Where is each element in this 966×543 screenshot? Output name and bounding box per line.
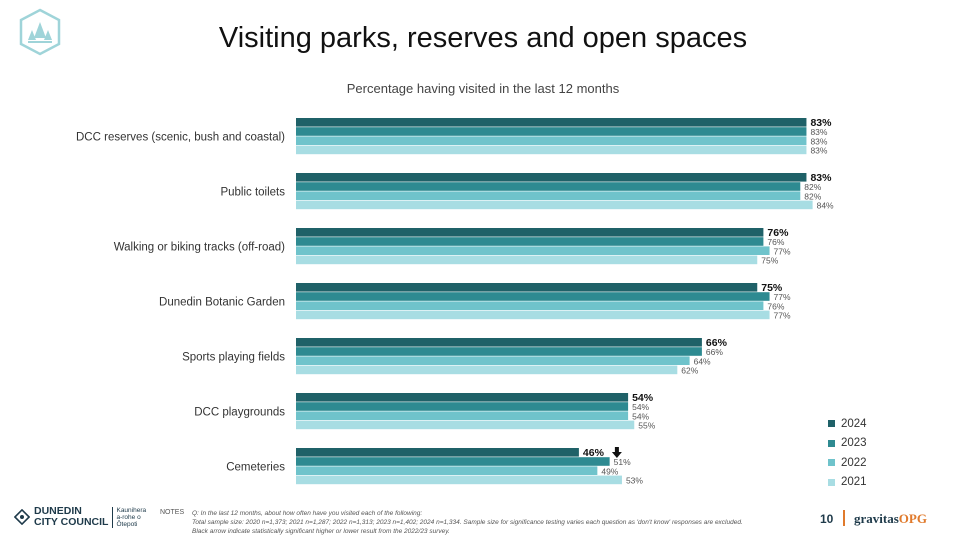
- gravitas-logo: gravitasOPG: [854, 511, 927, 527]
- legend-item-2024: 2024: [828, 414, 867, 434]
- data-label-2023-cemeteries: 51%: [614, 457, 631, 467]
- bar-2024-dcc-playgrounds: [296, 393, 629, 402]
- council-maori-line3: Ōtepoti: [116, 520, 138, 528]
- council-name-line2: CITY COUNCIL: [34, 516, 109, 528]
- legend-item-2021: 2021: [828, 473, 867, 493]
- page-number: 10: [820, 512, 834, 526]
- legend-item-2022: 2022: [828, 453, 867, 473]
- bar-2021-dunedin-botanic-garden: [296, 310, 770, 320]
- category-label-dunedin-botanic-garden: Dunedin Botanic Garden: [159, 296, 285, 308]
- data-label-2024-dcc-reserves-scenic-bush-and-coastal: 83%: [810, 117, 832, 129]
- bar-2021-cemeteries: [296, 475, 622, 485]
- gravitas-brand-suffix: OPG: [898, 511, 927, 526]
- notes-line-arrow: Black arrow indicate statistically signi…: [192, 528, 450, 535]
- bar-2021-walking-or-biking-tracks-off-road: [296, 255, 758, 265]
- bar-2021-dcc-playgrounds: [296, 420, 635, 430]
- dunedin-council-logo: DUNEDIN CITY COUNCIL Kaunihera a-rohe o …: [14, 506, 146, 528]
- data-label-2022-dunedin-botanic-garden: 76%: [767, 301, 784, 311]
- chart-legend: 2024 2023 2022 2021: [828, 414, 867, 492]
- bar-2022-public-toilets: [296, 191, 801, 200]
- bar-2023-cemeteries: [296, 457, 610, 466]
- category-label-sports-playing-fields: Sports playing fields: [182, 351, 285, 363]
- bar-2023-sports-playing-fields: [296, 347, 702, 356]
- data-label-2023-sports-playing-fields: 66%: [706, 347, 723, 357]
- council-tree-logo-icon: [16, 8, 64, 56]
- data-label-2023-dcc-reserves-scenic-bush-and-coastal: 83%: [810, 127, 827, 137]
- council-maori-line2: a-rohe o: [116, 513, 141, 521]
- bar-2023-walking-or-biking-tracks-off-road: [296, 237, 764, 246]
- category-label-walking-or-biking-tracks-off-road: Walking or biking tracks (off-road): [114, 241, 285, 253]
- data-label-2021-dcc-reserves-scenic-bush-and-coastal: 83%: [810, 146, 827, 156]
- data-label-2024-dunedin-botanic-garden: 75%: [761, 282, 783, 294]
- data-label-2022-public-toilets: 82%: [804, 191, 821, 201]
- data-label-2023-dcc-playgrounds: 54%: [632, 402, 649, 412]
- bar-2021-sports-playing-fields: [296, 365, 678, 375]
- legend-label-2022: 2022: [841, 456, 867, 469]
- bar-2022-dcc-reserves-scenic-bush-and-coastal: [296, 136, 807, 145]
- category-label-dcc-reserves-scenic-bush-and-coastal: DCC reserves (scenic, bush and coastal): [76, 131, 285, 143]
- bar-2022-dcc-playgrounds: [296, 411, 629, 420]
- page-title: Visiting parks, reserves and open spaces: [218, 22, 748, 54]
- data-label-2022-dcc-reserves-scenic-bush-and-coastal: 83%: [810, 136, 827, 146]
- data-label-2022-dcc-playgrounds: 54%: [632, 411, 649, 421]
- gravitas-brand-main: gravitas: [854, 511, 899, 526]
- category-label-dcc-playgrounds: DCC playgrounds: [194, 406, 285, 418]
- data-label-2023-dunedin-botanic-garden: 77%: [774, 292, 791, 302]
- bar-2024-sports-playing-fields: [296, 338, 702, 347]
- data-label-2021-sports-playing-fields: 62%: [681, 366, 698, 376]
- legend-label-2023: 2023: [841, 437, 867, 450]
- data-label-2022-sports-playing-fields: 64%: [694, 356, 711, 366]
- council-name-line1: DUNEDIN: [34, 505, 82, 517]
- bar-2022-cemeteries: [296, 466, 598, 475]
- bar-2021-public-toilets: [296, 200, 813, 210]
- bar-2023-public-toilets: [296, 182, 801, 191]
- data-label-2021-walking-or-biking-tracks-off-road: 75%: [761, 256, 778, 266]
- notes-label: NOTES: [160, 509, 185, 516]
- bar-2024-dunedin-botanic-garden: [296, 283, 758, 292]
- bar-2022-dunedin-botanic-garden: [296, 301, 764, 310]
- legend-swatch-2024: [828, 420, 835, 428]
- category-label-cemeteries: Cemeteries: [226, 461, 285, 473]
- bar-2022-walking-or-biking-tracks-off-road: [296, 246, 770, 255]
- category-label-public-toilets: Public toilets: [220, 186, 285, 198]
- data-label-2022-walking-or-biking-tracks-off-road: 77%: [774, 246, 791, 256]
- data-label-2024-sports-playing-fields: 66%: [706, 337, 728, 349]
- bar-2021-dcc-reserves-scenic-bush-and-coastal: [296, 145, 807, 155]
- bar-chart: DCC reserves (scenic, bush and coastal) 8…: [76, 117, 834, 486]
- bar-2022-sports-playing-fields: [296, 356, 690, 365]
- legend-swatch-2022: [828, 459, 835, 467]
- data-label-2021-dcc-playgrounds: 55%: [638, 421, 655, 431]
- data-label-2023-walking-or-biking-tracks-off-road: 76%: [767, 237, 784, 247]
- legend-label-2021: 2021: [841, 476, 867, 489]
- council-emblem-icon: [14, 509, 30, 525]
- data-label-2023-public-toilets: 82%: [804, 182, 821, 192]
- bar-2023-dcc-reserves-scenic-bush-and-coastal: [296, 127, 807, 136]
- legend-swatch-2023: [828, 439, 835, 447]
- data-label-2021-cemeteries: 53%: [626, 476, 643, 486]
- legend-swatch-2021: [828, 478, 835, 486]
- data-label-2024-public-toilets: 83%: [810, 172, 832, 184]
- notes-line-question: Q: In the last 12 months, about how ofte…: [192, 510, 423, 517]
- data-label-2021-public-toilets: 84%: [817, 201, 834, 211]
- data-label-2024-walking-or-biking-tracks-off-road: 76%: [767, 227, 789, 239]
- council-maori-line1: Kaunihera: [116, 506, 147, 514]
- bar-2024-cemeteries: [296, 448, 579, 457]
- data-label-2022-cemeteries: 49%: [601, 466, 618, 476]
- chart-title: Percentage having visited in the last 12…: [346, 81, 620, 96]
- legend-item-2023: 2023: [828, 434, 867, 454]
- notes-line-sample: Total sample size: 2020 n=1,373; 2021 n=…: [192, 519, 743, 526]
- bar-2023-dcc-playgrounds: [296, 402, 629, 411]
- brand-divider: [843, 510, 845, 526]
- data-label-2021-dunedin-botanic-garden: 77%: [774, 311, 791, 321]
- data-label-2024-dcc-playgrounds: 54%: [632, 392, 654, 404]
- legend-label-2024: 2024: [841, 417, 867, 430]
- notes-text: Q: In the last 12 months, about how ofte…: [192, 509, 812, 536]
- bar-2024-walking-or-biking-tracks-off-road: [296, 228, 764, 237]
- bar-2023-dunedin-botanic-garden: [296, 292, 770, 301]
- significance-arrow-down-icon: [611, 447, 622, 458]
- data-label-2024-cemeteries: 46%: [583, 447, 605, 459]
- bar-2024-dcc-reserves-scenic-bush-and-coastal: [296, 118, 807, 127]
- bar-2024-public-toilets: [296, 173, 807, 182]
